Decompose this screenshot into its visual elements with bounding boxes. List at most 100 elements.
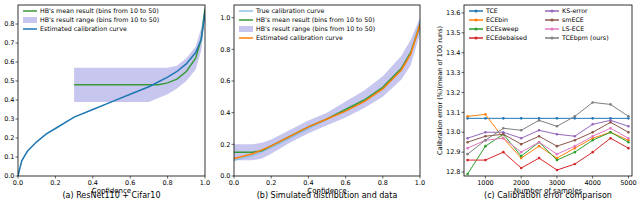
legend-label: TCE bbox=[485, 7, 498, 14]
point bbox=[609, 127, 612, 130]
x-tick-label: 0.2 bbox=[266, 179, 276, 187]
point bbox=[574, 135, 577, 138]
legend-marker bbox=[551, 37, 554, 40]
point bbox=[627, 125, 630, 128]
point bbox=[484, 117, 487, 120]
x-tick-label: 1.0 bbox=[415, 179, 425, 187]
legend-swatch bbox=[23, 28, 37, 30]
legend-swatch bbox=[545, 28, 559, 30]
caption: (a) ResNet110 + Cifar10 bbox=[62, 191, 160, 200]
point bbox=[556, 159, 559, 162]
point bbox=[520, 167, 523, 170]
point bbox=[538, 157, 541, 160]
panel: 0.00.20.40.60.81.00.00.10.20.30.40.50.60… bbox=[4, 5, 210, 200]
y-tick-label: 0.4 bbox=[220, 109, 230, 117]
point bbox=[609, 131, 612, 134]
point bbox=[484, 145, 487, 148]
point bbox=[484, 135, 487, 138]
series-line bbox=[234, 24, 420, 159]
x-tick-label: 0.6 bbox=[125, 179, 135, 187]
point bbox=[520, 137, 523, 140]
y-tick-label: 13.6 bbox=[446, 9, 460, 17]
point bbox=[520, 129, 523, 132]
legend-label: True calibration curve bbox=[255, 7, 324, 14]
y-tick bbox=[462, 132, 465, 133]
legend-marker bbox=[551, 28, 554, 31]
legend-label: HB's result range (bins from 10 to 50) bbox=[256, 25, 375, 33]
point bbox=[556, 117, 559, 120]
y-tick bbox=[462, 172, 465, 173]
point bbox=[466, 173, 469, 176]
y-tick-label: 13.5 bbox=[446, 29, 460, 37]
point bbox=[484, 139, 487, 142]
point bbox=[502, 151, 505, 154]
legend: TCEECEbinECEsweepECEdebaisedKS-errorsmEC… bbox=[469, 7, 609, 42]
legend-swatch bbox=[469, 37, 483, 39]
y-tick bbox=[462, 12, 465, 13]
point bbox=[556, 145, 559, 148]
y-tick-label: 0.0 bbox=[4, 172, 14, 180]
y-tick bbox=[462, 72, 465, 73]
point bbox=[502, 127, 505, 130]
y-tick bbox=[16, 100, 19, 101]
series-line bbox=[468, 132, 629, 174]
point bbox=[502, 117, 505, 120]
point bbox=[520, 155, 523, 158]
legend-swatch bbox=[23, 10, 37, 12]
panel: 0.00.20.40.60.81.00.00.20.40.60.81.0Conf… bbox=[220, 5, 425, 200]
point bbox=[591, 123, 594, 126]
y-tick-label: 0.7 bbox=[4, 39, 14, 47]
frame bbox=[464, 5, 632, 176]
point bbox=[484, 131, 487, 134]
x-tick-label: 1000 bbox=[477, 179, 494, 187]
point bbox=[574, 151, 577, 154]
legend-swatch bbox=[545, 37, 559, 39]
legend-label: Estimated calibration curve bbox=[256, 34, 343, 41]
y-tick-label: 13.0 bbox=[446, 128, 460, 136]
y-tick-label: 0.6 bbox=[4, 58, 14, 66]
point bbox=[466, 147, 469, 150]
point bbox=[502, 133, 505, 136]
x-tick-label: 0.4 bbox=[88, 179, 98, 187]
legend-label: TCEbpm (ours) bbox=[561, 34, 609, 42]
point bbox=[591, 151, 594, 154]
legend-swatch bbox=[239, 10, 253, 12]
legend-swatch bbox=[469, 19, 483, 21]
frame bbox=[18, 5, 205, 176]
legend-marker bbox=[475, 37, 478, 40]
point bbox=[609, 137, 612, 140]
y-tick-label: 0.6 bbox=[220, 77, 230, 85]
point bbox=[627, 137, 630, 140]
point bbox=[556, 169, 559, 172]
point bbox=[591, 135, 594, 138]
legend-marker bbox=[475, 10, 478, 13]
y-tick bbox=[16, 119, 19, 120]
y-tick-label: 0.1 bbox=[4, 153, 14, 161]
legend: True calibration curveHB's mean result (… bbox=[239, 7, 375, 41]
point bbox=[520, 151, 523, 154]
panel: 1000200030004000500012.812.913.013.113.2… bbox=[436, 5, 637, 200]
point bbox=[574, 115, 577, 118]
legend-swatch bbox=[239, 37, 253, 39]
point bbox=[574, 139, 577, 142]
y-tick bbox=[232, 17, 235, 18]
x-tick-label: 0.6 bbox=[340, 179, 350, 187]
frame bbox=[234, 5, 420, 176]
x-tick-label: 2000 bbox=[513, 179, 530, 187]
y-tick-label: 0.5 bbox=[4, 77, 14, 85]
y-tick-label: 13.3 bbox=[446, 69, 460, 77]
point bbox=[538, 129, 541, 132]
y-tick bbox=[462, 92, 465, 93]
point bbox=[591, 101, 594, 104]
y-tick bbox=[462, 112, 465, 113]
point bbox=[502, 137, 505, 140]
series-line bbox=[18, 13, 205, 176]
y-tick bbox=[462, 152, 465, 153]
point bbox=[538, 141, 541, 144]
y-tick bbox=[232, 144, 235, 145]
y-tick bbox=[232, 112, 235, 113]
point bbox=[556, 153, 559, 156]
legend-label: ECEsweep bbox=[486, 25, 519, 33]
series-line bbox=[234, 21, 420, 160]
legend-swatch bbox=[469, 10, 483, 12]
